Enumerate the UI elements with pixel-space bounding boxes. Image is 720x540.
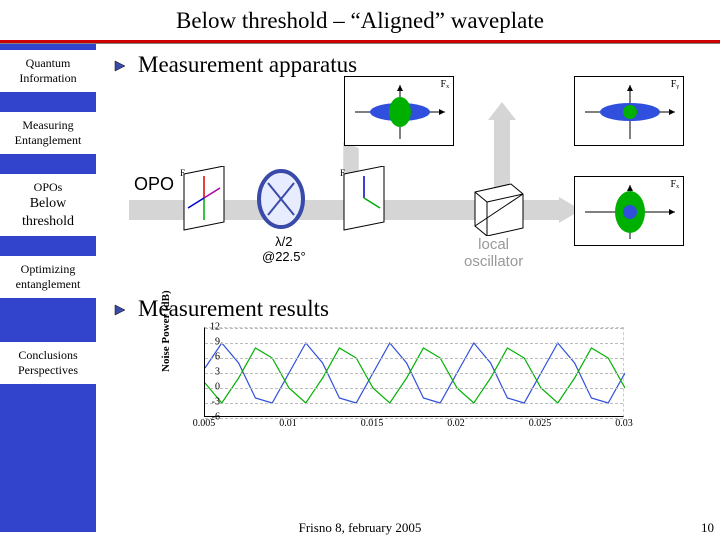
chart-xtick: 0.02	[447, 418, 465, 429]
inset-top-left: Fₓ	[344, 76, 454, 146]
slide-title: Below threshold – “Aligned” waveplate	[0, 0, 720, 40]
chart-ytick: 0	[215, 382, 220, 393]
sidebar-label: Entanglement	[3, 133, 93, 148]
chart-ytick: 6	[215, 352, 220, 363]
waveplate-label-line: λ/2	[262, 234, 306, 249]
sidebar-item-conclusions: Conclusions Perspectives	[0, 342, 96, 384]
sidebar-item-measuring: Measuring Entanglement	[0, 112, 96, 154]
dot	[389, 97, 411, 127]
dot	[623, 105, 637, 119]
sidebar-label: Optimizing	[3, 262, 93, 277]
local-oscillator-label: local oscillator	[464, 236, 523, 270]
sidebar-label: OPOs	[3, 180, 93, 195]
polarizer-plane-2: F	[334, 166, 394, 236]
sidebar-sublabel: Below	[3, 195, 93, 213]
svg-text:F: F	[180, 168, 185, 178]
slide-footer: Frisno 8, february 2005	[0, 520, 720, 536]
waveplate-icon	[254, 169, 308, 235]
axis-label: Fₓ	[441, 79, 449, 90]
chart-xtick: 0.015	[361, 418, 384, 429]
sidebar-sublabel: threshold	[3, 213, 93, 231]
chart-ytick: -3	[212, 397, 220, 408]
bullet-icon	[114, 303, 126, 315]
sidebar-label: Quantum	[3, 56, 93, 71]
sidebar: Quantum Information Measuring Entangleme…	[0, 44, 96, 532]
chart-xtick: 0.005	[193, 418, 216, 429]
inset-top-right: Fᵧ	[574, 76, 684, 146]
sidebar-item-quantum: Quantum Information	[0, 50, 96, 92]
content-area: Measurement apparatus OPO F	[96, 44, 720, 532]
chart-xtick: 0.01	[279, 418, 297, 429]
apparatus-diagram: OPO F λ/2 @22.5°	[114, 84, 694, 294]
waveplate-label: λ/2 @22.5°	[262, 234, 306, 264]
sidebar-label: Conclusions	[3, 348, 93, 363]
chart-ytick: 3	[215, 367, 220, 378]
waveplate-label-line: @22.5°	[262, 249, 306, 264]
chart-xtick: 0.03	[615, 418, 633, 429]
lo-line: local	[464, 236, 523, 253]
chart-ytick: 9	[215, 337, 220, 348]
chart-ylabel: Noise Power (dB)	[160, 290, 172, 372]
beam-arrow-icon	[488, 102, 516, 120]
page-number: 10	[701, 520, 714, 536]
sidebar-item-opos: OPOs Below threshold	[0, 174, 96, 236]
heading-apparatus: Measurement apparatus	[138, 52, 357, 78]
main-area: Quantum Information Measuring Entangleme…	[0, 44, 720, 532]
sidebar-label: entanglement	[3, 277, 93, 292]
axis-label: Fᵧ	[671, 79, 679, 90]
chart-xtick: 0.025	[529, 418, 552, 429]
heading-apparatus-row: Measurement apparatus	[114, 52, 720, 78]
svg-text:F: F	[340, 168, 345, 178]
opo-label: OPO	[134, 174, 174, 195]
sidebar-item-optimizing: Optimizing entanglement	[0, 256, 96, 298]
sidebar-label: Information	[3, 71, 93, 86]
beamsplitter-icon	[469, 180, 529, 236]
noise-power-chart: Noise Power (dB) -6-30369120.0050.010.01…	[164, 322, 644, 437]
axis-label: Fₓ	[671, 179, 679, 190]
bullet-icon	[114, 59, 126, 71]
dot	[623, 205, 637, 219]
chart-axes	[204, 327, 624, 417]
chart-ytick: 12	[210, 322, 220, 333]
sidebar-label: Perspectives	[3, 363, 93, 378]
polarizer-plane-1: F	[174, 166, 234, 236]
lo-line: oscillator	[464, 253, 523, 270]
sidebar-label: Measuring	[3, 118, 93, 133]
inset-bottom-right: Fₓ	[574, 176, 684, 246]
heading-results-row: Measurement results	[114, 296, 720, 322]
